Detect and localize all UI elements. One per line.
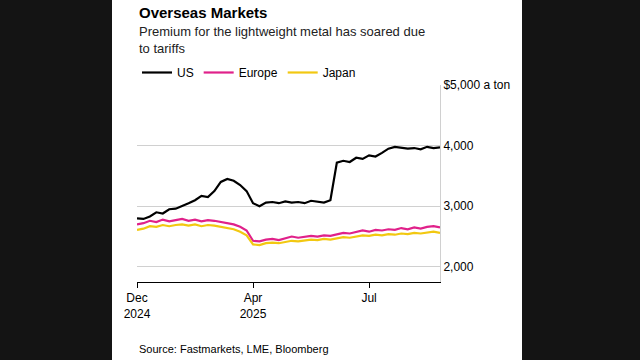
svg-text:Overseas Markets: Overseas Markets: [139, 4, 267, 21]
svg-text:Apr2025: Apr2025: [240, 291, 267, 321]
svg-text:Europe: Europe: [239, 66, 278, 80]
svg-text:US: US: [177, 66, 194, 80]
svg-text:Premium for the lightweight me: Premium for the lightweight metal has so…: [139, 24, 425, 56]
svg-text:Source: Fastmarkets, LME, Bloo: Source: Fastmarkets, LME, Bloomberg: [139, 343, 329, 355]
svg-text:3,000: 3,000: [443, 199, 473, 213]
svg-text:Japan: Japan: [323, 66, 356, 80]
svg-text:2,000: 2,000: [443, 260, 473, 274]
svg-text:Jul: Jul: [361, 291, 376, 305]
svg-text:Dec2024: Dec2024: [124, 291, 151, 321]
svg-text:$5,000 a ton: $5,000 a ton: [443, 78, 510, 92]
svg-text:4,000: 4,000: [443, 139, 473, 153]
